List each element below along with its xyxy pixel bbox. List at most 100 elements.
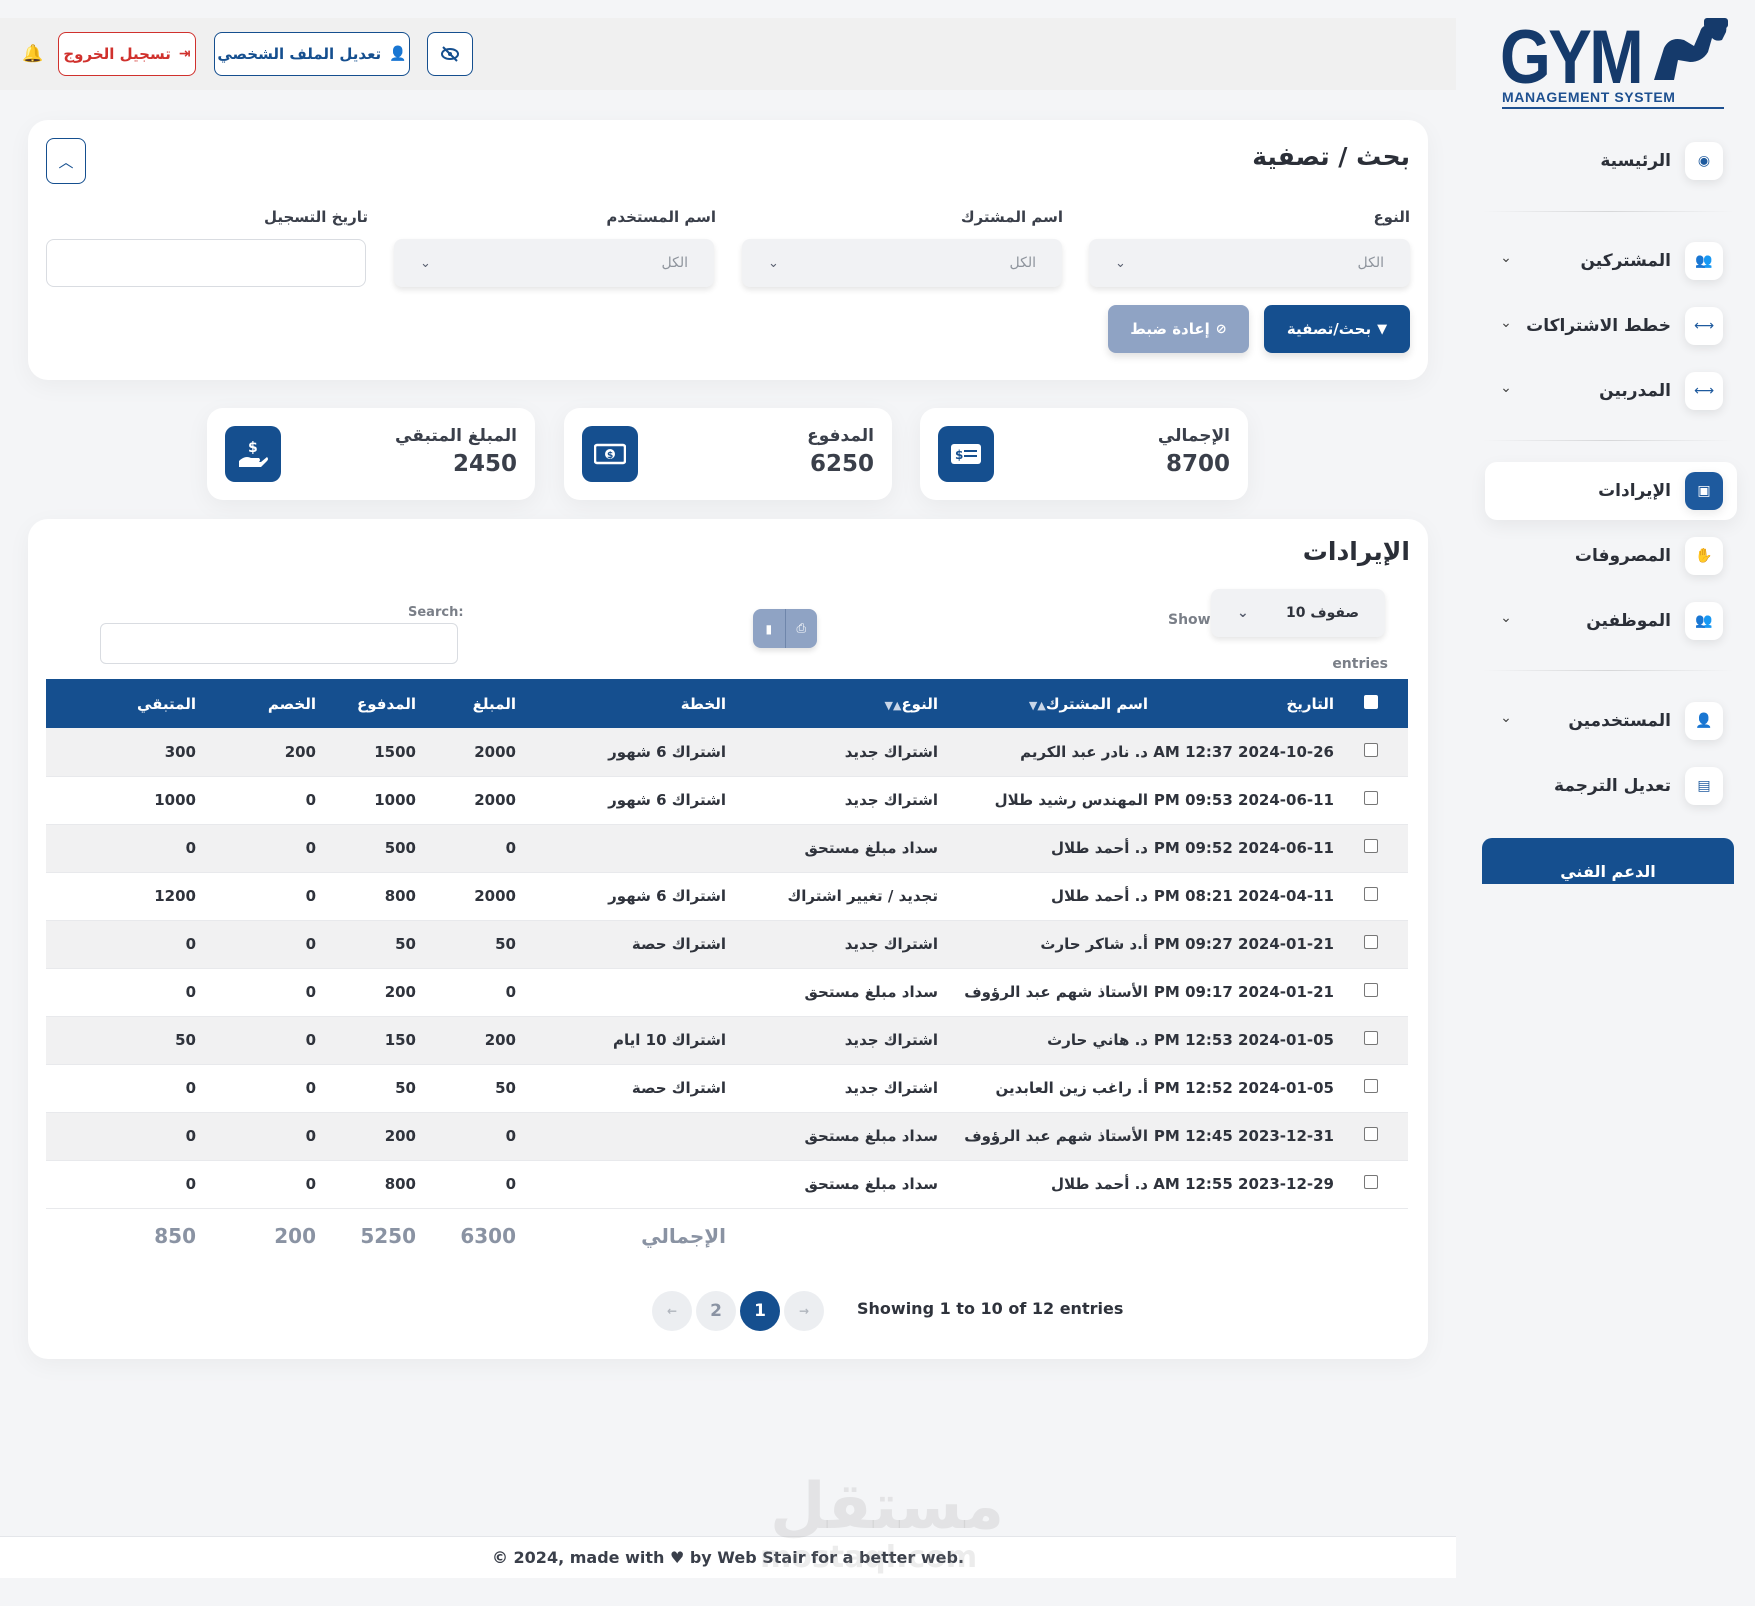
pagination-page-2[interactable]: 2 [696, 1291, 736, 1331]
total-remaining: 850 [154, 1224, 196, 1249]
bell-icon[interactable]: 🔔 [22, 44, 44, 64]
row-select-cell [1334, 968, 1408, 1016]
table-row[interactable]: 2024-06-11 09:52 PM د. أحمد طلال سداد مبلغ… [46, 824, 1408, 872]
support-button[interactable]: الدعم الفني [1482, 838, 1734, 884]
cell-amount: 0 [505, 1175, 516, 1193]
cell-remaining: 300 [164, 742, 196, 761]
footer: © 2024, made with ♥ by Web Stair for a b… [0, 1536, 1456, 1578]
type-select[interactable]: ⌄ الكل [1089, 239, 1410, 287]
sidebar-item-label: خطط الاشتراكات [1526, 316, 1671, 336]
sidebar-item-home[interactable]: الرئيسية ◉ [1485, 132, 1737, 190]
subscriber-select[interactable]: ⌄ الكل [742, 239, 1062, 287]
cell-remaining: 0 [185, 1127, 196, 1145]
table-row[interactable]: 2024-01-21 09:27 PM أ.د شاكر حارث اشتراك ج… [46, 920, 1408, 968]
pagination-prev[interactable]: ← [652, 1291, 692, 1331]
user-label: اسم المستخدم [606, 208, 716, 226]
page-length-select[interactable]: ⌄ 10 صفوف [1211, 589, 1385, 637]
cell-date: 2024-01-05 12:53 PM [1153, 1031, 1334, 1049]
table-row[interactable]: 2024-01-05 12:53 PM د. هاني حارث اشتراك جد… [46, 1016, 1408, 1064]
col-header-date[interactable]: التاريخ [1286, 694, 1334, 713]
cell-type: اشتراك جديد [844, 791, 938, 809]
sidebar-item-users[interactable]: ⌄ المستخدمين 👤 [1485, 692, 1737, 750]
dumbbell-icon: ⟷ [1685, 372, 1723, 410]
col-header-amount[interactable]: المبلغ [472, 694, 516, 713]
sidebar-item-translation[interactable]: تعديل الترجمة ▤ [1485, 757, 1737, 815]
user-cog-icon: 👤 [1685, 702, 1723, 740]
col-header-remaining[interactable]: المتبقي [136, 694, 196, 713]
table-row[interactable]: 2023-12-29 12:55 AM د. أحمد طلال سداد مبلغ… [46, 1160, 1408, 1208]
cell-remaining: 1000 [154, 791, 196, 809]
reset-button[interactable]: إعادة ضبط ⊘ [1108, 305, 1249, 353]
search-label: Search: [408, 605, 464, 620]
cell-remaining: 1200 [154, 887, 196, 905]
date-input[interactable] [46, 239, 366, 287]
row-checkbox[interactable] [1364, 935, 1378, 949]
revenues-table-wrap: التاريخ اسم المشترك▲▼ النوع▲▼ الخطة المب… [46, 679, 1408, 1264]
divider [1482, 670, 1734, 671]
col-header-type[interactable]: النوع▲▼ [884, 694, 938, 713]
cell-remaining: 0 [185, 839, 196, 857]
col-header-subscriber[interactable]: اسم المشترك▲▼ [1028, 694, 1148, 713]
logout-button[interactable]: تسجيل الخروج ⇥ [58, 32, 196, 76]
arrow-right-icon: → [798, 1304, 810, 1318]
cell-plan: اشتراك 6 شهور [608, 791, 726, 809]
search-input[interactable] [100, 623, 458, 664]
col-header-discount[interactable]: الخصم [267, 694, 316, 713]
sidebar-item-label: الإيرادات [1598, 481, 1671, 501]
sidebar-item-revenues[interactable]: الإيرادات ▣ [1485, 462, 1737, 520]
cell-date: 2024-01-21 09:27 PM [1153, 935, 1334, 953]
table-row[interactable]: 2024-10-26 12:37 AM د. نادر عبد الكريم اشت… [46, 728, 1408, 776]
money-bill-icon: $ [582, 426, 638, 482]
row-checkbox[interactable] [1364, 742, 1378, 757]
cell-paid: 800 [384, 887, 416, 905]
cell-remaining: 0 [185, 983, 196, 1001]
chevron-up-icon: ︿ [58, 152, 74, 171]
col-header-plan[interactable]: الخطة [680, 694, 726, 713]
cell-type: تجديد / تغيير اشتراك [787, 887, 938, 905]
watermark-sub: mostaql.com [760, 1540, 978, 1575]
sidebar-item-plans[interactable]: ⌄ خطط الاشتراكات ⟷ [1485, 297, 1737, 355]
row-checkbox[interactable] [1364, 1031, 1378, 1045]
cell-discount: 0 [305, 1175, 316, 1193]
cell-type: اشتراك جديد [844, 935, 938, 953]
edit-profile-button[interactable]: تعديل الملف الشخصي 👤 [214, 32, 410, 76]
row-checkbox[interactable] [1364, 983, 1378, 997]
cell-amount: 50 [495, 935, 516, 953]
pagination-next[interactable]: → [784, 1291, 824, 1331]
cell-subscriber: د. هاني حارث [1047, 1031, 1148, 1049]
row-checkbox[interactable] [1364, 1079, 1378, 1093]
user-select[interactable]: ⌄ الكل [394, 239, 714, 287]
sidebar-item-subscribers[interactable]: ⌄ المشتركين 👥 [1485, 232, 1737, 290]
col-header-paid[interactable]: المدفوع [357, 694, 416, 713]
sidebar-item-employees[interactable]: ⌄ الموظفين 👥 [1485, 592, 1737, 650]
print-button[interactable]: ⎙ [786, 609, 818, 648]
table-row[interactable]: 2024-01-05 12:52 PM أ. راغب زين العابدين ا… [46, 1064, 1408, 1112]
cell-plan [516, 1112, 726, 1160]
cell-paid: 200 [384, 1127, 416, 1145]
row-checkbox[interactable] [1364, 887, 1378, 901]
export-buttons: ▮ ⎙ [753, 609, 817, 648]
money-check-icon: $ [938, 426, 994, 482]
search-filter-button[interactable]: بحث/تصفية ▼ [1264, 305, 1410, 353]
table-row[interactable]: 2023-12-31 12:45 PM الأستاذ شهم عبد الرؤو… [46, 1112, 1408, 1160]
hide-sidebar-button[interactable] [427, 32, 473, 76]
row-checkbox[interactable] [1364, 839, 1378, 853]
sidebar-item-trainers[interactable]: ⌄ المدربين ⟷ [1485, 362, 1737, 420]
gym-logo[interactable]: GYM MANAGEMENT SYSTEM [1500, 18, 1730, 110]
filter-card: بحث / تصفية ︿ النوع ⌄ الكل اسم المشترك ⌄… [28, 120, 1428, 380]
table-row[interactable]: 2024-06-11 09:53 PM المهندس رشيد طلال اشتر… [46, 776, 1408, 824]
cell-discount: 0 [305, 887, 316, 905]
table-row[interactable]: 2024-01-21 09:17 PM الأستاذ شهم عبد الرؤو… [46, 968, 1408, 1016]
svg-text:$: $ [248, 440, 258, 456]
sidebar-item-expenses[interactable]: المصروفات ✋ [1485, 527, 1737, 585]
row-checkbox[interactable] [1364, 791, 1378, 805]
copy-button[interactable]: ▮ [753, 609, 786, 648]
table-row[interactable]: 2024-04-11 08:21 PM د. أحمد طلال تجديد / ت… [46, 872, 1408, 920]
table-header-row: التاريخ اسم المشترك▲▼ النوع▲▼ الخطة المب… [46, 679, 1408, 728]
row-checkbox[interactable] [1364, 1175, 1378, 1189]
select-all-checkbox[interactable] [1364, 694, 1378, 709]
collapse-button[interactable]: ︿ [46, 138, 86, 184]
pagination-page-1[interactable]: 1 [740, 1291, 780, 1331]
row-checkbox[interactable] [1364, 1127, 1378, 1141]
cell-type: اشتراك جديد [844, 1031, 938, 1049]
